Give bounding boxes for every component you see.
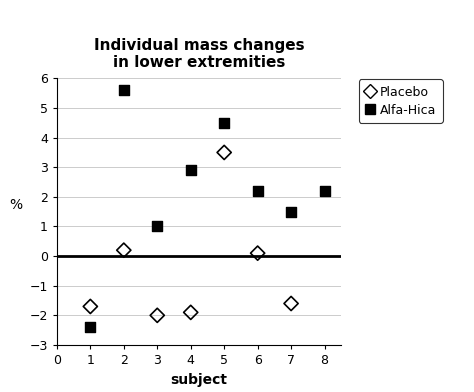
- Title: Individual mass changes
in lower extremities: Individual mass changes in lower extremi…: [94, 38, 304, 70]
- Point: [154, 312, 161, 318]
- Point: [120, 87, 128, 93]
- Point: [287, 300, 295, 307]
- Point: [120, 247, 128, 253]
- Legend: Placebo, Alfa-Hica: Placebo, Alfa-Hica: [359, 79, 443, 123]
- Point: [187, 309, 194, 316]
- Point: [87, 303, 94, 310]
- Point: [287, 209, 295, 215]
- Point: [87, 324, 94, 330]
- Point: [220, 120, 228, 126]
- Point: [254, 250, 262, 256]
- Point: [154, 223, 161, 230]
- X-axis label: subject: subject: [171, 372, 228, 387]
- Y-axis label: %: %: [9, 198, 22, 212]
- Point: [321, 188, 328, 194]
- Point: [254, 188, 262, 194]
- Point: [220, 149, 228, 156]
- Point: [187, 167, 194, 173]
